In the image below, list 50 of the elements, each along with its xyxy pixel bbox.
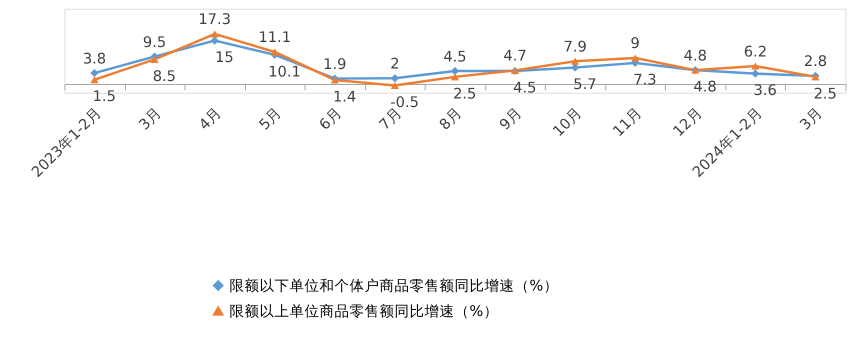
- data-label: 4.5: [513, 79, 536, 96]
- data-label: 4.8: [693, 78, 717, 96]
- data-label: 2: [390, 55, 400, 72]
- data-label: 8.5: [152, 68, 176, 85]
- legend-label: 限额以上单位商品零售额同比增速（%）: [229, 302, 498, 320]
- point: [90, 76, 99, 84]
- point: [751, 70, 760, 78]
- x-tick-label: 3月: [136, 104, 165, 134]
- data-label: 2.5: [814, 85, 837, 102]
- point: [210, 36, 219, 45]
- x-tick-label: 10月: [550, 104, 586, 140]
- point: [571, 58, 580, 65]
- point: [210, 30, 219, 38]
- data-label: 9: [630, 35, 640, 52]
- data-label: 3.6: [754, 82, 777, 100]
- data-label: 4.7: [503, 48, 527, 65]
- data-label: 7.3: [633, 71, 657, 88]
- data-label: 2.5: [453, 85, 476, 102]
- x-tick-label: 6月: [316, 104, 346, 134]
- point: [150, 56, 159, 63]
- x-tick-label: 12月: [670, 104, 706, 140]
- data-label: 5.7: [573, 76, 597, 94]
- point: [631, 54, 640, 62]
- x-tick-label: 4月: [196, 104, 226, 134]
- data-label: 15: [215, 49, 234, 66]
- point: [90, 68, 99, 78]
- data-label: 7.9: [563, 38, 587, 56]
- data-label: 11.1: [258, 29, 292, 46]
- x-tick-label: 5月: [256, 104, 286, 134]
- x-tick-label: 3月: [796, 104, 826, 134]
- point: [390, 74, 399, 82]
- point: [270, 48, 279, 56]
- data-label: 3.8: [82, 50, 106, 68]
- x-tick-label: 11月: [610, 104, 646, 140]
- point: [751, 62, 760, 70]
- data-label: 1.9: [323, 56, 346, 73]
- data-label: 1.4: [332, 88, 356, 106]
- data-label: 4.5: [443, 48, 467, 66]
- data-label: 17.3: [198, 11, 231, 28]
- legend-label: 限额以下单位和个体户商品零售额同比增速（%）: [229, 277, 558, 294]
- data-label: 4.8: [684, 47, 707, 64]
- data-label: 10.1: [268, 63, 301, 80]
- point: [390, 82, 399, 90]
- x-tick-label: 8月: [436, 104, 466, 134]
- data-label: 6.2: [744, 43, 768, 60]
- data-label: 9.5: [142, 34, 166, 51]
- data-label: 1.5: [92, 88, 116, 106]
- point: [450, 73, 460, 80]
- x-tick-label: 9月: [496, 104, 526, 134]
- data-label: 2.8: [804, 53, 828, 70]
